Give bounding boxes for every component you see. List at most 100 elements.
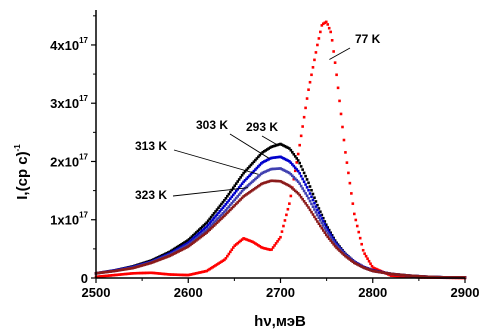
- data-point: [326, 235, 330, 239]
- y-tick-label: 0: [81, 271, 88, 286]
- data-point: [137, 265, 141, 268]
- data-point: [107, 270, 111, 273]
- data-point: [196, 229, 200, 233]
- data-point: [226, 254, 229, 258]
- data-point: [274, 167, 278, 171]
- data-point: [355, 224, 359, 228]
- data-point: [305, 194, 309, 198]
- data-point: [283, 169, 287, 173]
- data-point: [193, 238, 197, 241]
- data-point: [432, 275, 436, 279]
- data-point: [329, 233, 332, 236]
- data-point: [270, 179, 273, 183]
- data-point: [234, 243, 238, 246]
- data-point: [203, 232, 207, 235]
- data-point: [329, 239, 332, 242]
- data-point: [320, 221, 324, 225]
- data-point: [229, 190, 232, 194]
- data-point: [373, 267, 377, 270]
- data-point: [242, 171, 245, 175]
- data-point: [158, 255, 161, 258]
- data-point: [202, 228, 206, 231]
- data-point: [319, 224, 322, 228]
- data-point: [231, 186, 235, 190]
- data-point: [304, 174, 307, 178]
- y-axis-label-base: I,(ср с): [14, 151, 31, 199]
- data-point: [150, 261, 154, 264]
- data-point: [283, 182, 287, 185]
- data-point: [172, 247, 176, 251]
- data-point: [270, 167, 273, 171]
- data-point: [350, 259, 353, 262]
- data-point: [206, 219, 210, 223]
- data-point: [324, 233, 328, 237]
- data-point: [320, 226, 324, 230]
- data-point: [435, 275, 439, 279]
- data-point: [314, 210, 318, 214]
- data-point: [329, 231, 332, 235]
- data-point: [322, 220, 325, 223]
- data-point: [280, 230, 284, 233]
- data-point: [131, 272, 135, 275]
- data-point: [292, 164, 296, 168]
- data-point: [316, 208, 319, 212]
- x-tick-label: 2500: [82, 285, 111, 300]
- data-point: [364, 254, 368, 258]
- data-point: [217, 206, 220, 210]
- data-point: [251, 162, 254, 165]
- data-point: [218, 218, 222, 222]
- data-point: [203, 226, 207, 230]
- data-point: [313, 208, 316, 211]
- data-point: [271, 145, 275, 148]
- data-point: [198, 228, 201, 231]
- data-point: [295, 178, 299, 182]
- data-point: [302, 115, 306, 119]
- data-point: [264, 181, 268, 184]
- data-point: [200, 229, 204, 232]
- data-point: [286, 170, 290, 174]
- data-point: [119, 268, 123, 272]
- data-point: [410, 274, 414, 278]
- data-point: [186, 239, 189, 242]
- data-point: [288, 147, 291, 150]
- data-point: [239, 184, 242, 187]
- data-point: [354, 262, 358, 265]
- data-point: [180, 245, 183, 249]
- data-point: [251, 180, 254, 183]
- data-point: [298, 193, 301, 197]
- data-point: [199, 235, 203, 239]
- data-point: [295, 161, 299, 164]
- data-point: [336, 245, 340, 249]
- data-point: [118, 268, 121, 272]
- data-point: [296, 192, 300, 195]
- data-point: [158, 272, 161, 275]
- data-point: [341, 250, 344, 254]
- data-point: [231, 205, 235, 209]
- data-point: [196, 271, 200, 275]
- data-point: [195, 231, 198, 234]
- data-point: [221, 200, 225, 204]
- data-point: [181, 246, 185, 249]
- data-point: [338, 249, 341, 252]
- y-tick-label-base: 1x10: [50, 213, 79, 228]
- data-point: [282, 144, 285, 147]
- data-point: [388, 273, 392, 277]
- data-point: [209, 227, 213, 230]
- data-point: [360, 242, 363, 246]
- data-point: [295, 168, 299, 171]
- data-point: [324, 223, 328, 227]
- data-point: [153, 271, 157, 275]
- data-point: [134, 265, 138, 269]
- data-point: [119, 273, 123, 276]
- data-point: [140, 264, 144, 267]
- data-point: [254, 168, 257, 171]
- data-point: [190, 235, 194, 238]
- data-point: [175, 249, 179, 253]
- data-point: [192, 272, 195, 276]
- data-point: [296, 152, 300, 156]
- data-point: [226, 211, 229, 215]
- data-point: [366, 257, 369, 260]
- data-point: [285, 158, 288, 162]
